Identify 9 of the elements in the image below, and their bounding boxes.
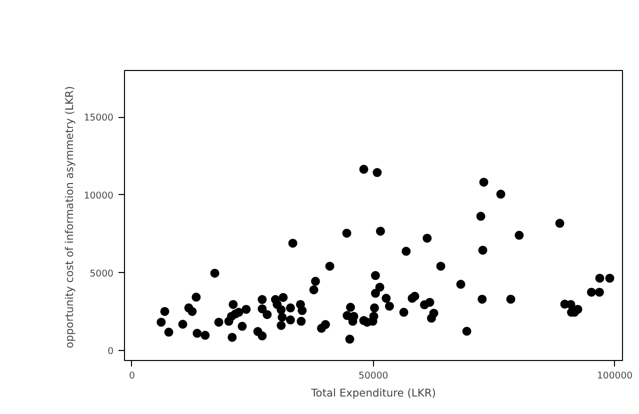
x-tick-label: 0 [129,370,136,382]
y-tick-label: 0 [108,346,114,358]
x-tick-label: 50000 [358,370,388,382]
y-tick-label: 15000 [84,112,114,124]
y-tick-label: 10000 [84,190,114,202]
x-axis-title: Total Expenditure (LKR) [310,386,436,400]
x-tick-label: 100000 [596,370,633,382]
y-axis-title: opportunity cost of information asymmetry (LKR) [62,86,76,348]
y-tick-label: 5000 [90,268,114,280]
